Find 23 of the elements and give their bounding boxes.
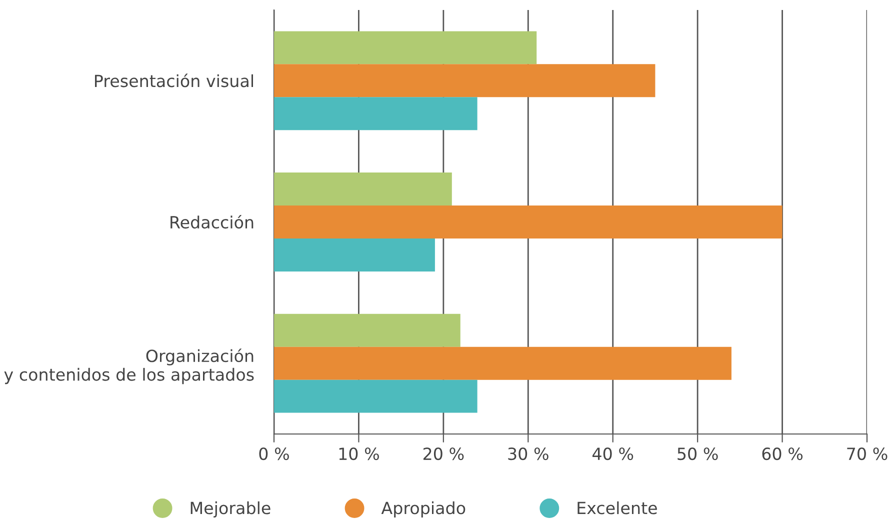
legend-label: Apropiado: [381, 501, 466, 518]
bar: [274, 380, 478, 413]
y-tick-label: Organización y contenidos de los apartados: [4, 348, 254, 384]
x-tick-label: 50 %: [678, 447, 718, 460]
bar: [274, 314, 460, 347]
x-tick-label: 60 %: [762, 447, 803, 460]
x-tick-label: 30 %: [508, 447, 548, 460]
legend-label: Mejorable: [190, 501, 270, 518]
bar: [274, 206, 782, 238]
y-tick-label: Presentación visual: [95, 74, 253, 88]
bar: [274, 238, 435, 272]
bar: [274, 97, 478, 130]
x-tick-label: 0 %: [259, 447, 289, 460]
y-tick-label: Redacción: [170, 215, 254, 229]
x-tick-label: 20 %: [423, 447, 464, 460]
bar: [274, 172, 452, 206]
x-tick-label: 40 %: [592, 447, 634, 460]
legend-label: Excelente: [578, 501, 657, 514]
bar: [274, 346, 732, 380]
x-tick-label: 70 %: [847, 447, 888, 460]
x-tick-label: 10 %: [339, 447, 379, 460]
bar: [274, 64, 656, 98]
bar: [274, 31, 537, 64]
